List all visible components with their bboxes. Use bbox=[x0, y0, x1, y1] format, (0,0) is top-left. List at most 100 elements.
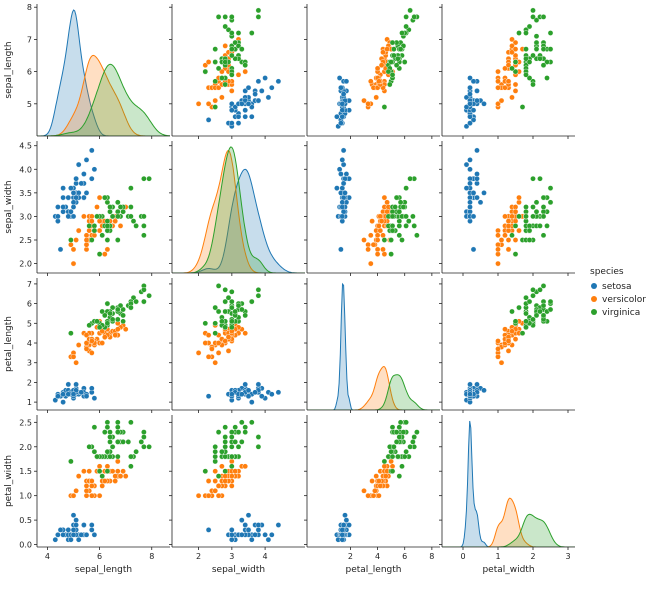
point-virginica bbox=[397, 199, 404, 206]
point-setosa bbox=[336, 166, 343, 173]
point-virginica bbox=[228, 14, 235, 20]
point-setosa bbox=[55, 204, 61, 210]
point-setosa bbox=[339, 213, 346, 220]
panel-sepal_length-vs-petal_length bbox=[304, 4, 440, 139]
point-versicolor bbox=[89, 483, 95, 489]
point-virginica bbox=[255, 292, 262, 299]
point-versicolor bbox=[96, 463, 103, 470]
point-setosa bbox=[481, 387, 487, 394]
point-virginica bbox=[228, 324, 235, 331]
point-virginica bbox=[107, 310, 113, 317]
point-virginica bbox=[533, 39, 540, 46]
point-virginica bbox=[212, 78, 218, 85]
point-versicolor bbox=[89, 213, 95, 220]
point-virginica bbox=[91, 223, 98, 229]
point-virginica bbox=[540, 232, 547, 239]
point-versicolor bbox=[115, 468, 121, 475]
point-virginica bbox=[212, 104, 218, 110]
point-versicolor bbox=[495, 251, 501, 257]
point-virginica bbox=[130, 294, 137, 301]
point-virginica bbox=[523, 30, 529, 36]
point-setosa bbox=[248, 113, 255, 120]
point-virginica bbox=[104, 199, 111, 206]
kde-virginica-petal_length bbox=[307, 374, 440, 410]
point-virginica bbox=[512, 318, 519, 325]
point-virginica bbox=[547, 306, 554, 313]
point-versicolor bbox=[516, 227, 522, 234]
point-virginica bbox=[547, 199, 554, 206]
panel-sepal_width-vs-petal_width bbox=[439, 141, 575, 276]
point-virginica bbox=[104, 419, 111, 426]
point-virginica bbox=[212, 448, 218, 455]
point-setosa bbox=[89, 522, 95, 528]
point-virginica bbox=[86, 223, 92, 229]
point-setosa bbox=[467, 199, 473, 206]
point-virginica bbox=[91, 448, 98, 455]
y-tick-label: 2.5 bbox=[19, 236, 32, 245]
point-virginica bbox=[523, 55, 529, 62]
point-setosa bbox=[65, 381, 72, 388]
point-virginica bbox=[115, 213, 121, 220]
y-tick-label: 2.0 bbox=[19, 260, 32, 269]
point-versicolor bbox=[86, 468, 92, 475]
point-setosa bbox=[73, 175, 79, 182]
point-versicolor bbox=[377, 227, 384, 234]
point-virginica bbox=[107, 453, 113, 460]
point-virginica bbox=[526, 59, 533, 65]
panel-sepal_width-vs-sepal_width bbox=[169, 141, 305, 276]
point-setosa bbox=[255, 97, 262, 104]
point-virginica bbox=[397, 419, 404, 426]
point-virginica bbox=[107, 429, 113, 435]
point-versicolor bbox=[195, 492, 202, 499]
point-setosa bbox=[245, 393, 252, 400]
point-setosa bbox=[73, 522, 79, 528]
point-virginica bbox=[235, 30, 242, 36]
panel-sepal_length-vs-petal_width bbox=[439, 4, 575, 139]
point-setosa bbox=[68, 185, 74, 191]
point-versicolor bbox=[498, 97, 505, 104]
point-setosa bbox=[342, 190, 348, 196]
point-setosa bbox=[268, 391, 275, 398]
point-versicolor bbox=[389, 463, 396, 470]
point-versicolor bbox=[83, 487, 90, 494]
y-tick-label: 2 bbox=[27, 378, 32, 387]
point-setosa bbox=[242, 113, 248, 120]
point-versicolor bbox=[502, 213, 508, 220]
point-virginica bbox=[526, 23, 533, 30]
point-setosa bbox=[262, 75, 268, 81]
point-versicolor bbox=[70, 492, 77, 499]
point-versicolor bbox=[509, 213, 515, 220]
point-versicolor bbox=[380, 49, 386, 56]
point-versicolor bbox=[225, 334, 232, 340]
point-versicolor bbox=[83, 246, 90, 253]
point-virginica bbox=[537, 286, 543, 293]
x-tick-label: 6 bbox=[97, 552, 102, 561]
point-setosa bbox=[338, 120, 344, 126]
point-setosa bbox=[60, 208, 66, 215]
point-virginica bbox=[526, 298, 533, 305]
point-virginica bbox=[403, 419, 409, 426]
point-versicolor bbox=[381, 463, 388, 470]
point-virginica bbox=[547, 30, 554, 36]
point-virginica bbox=[228, 46, 235, 52]
point-virginica bbox=[128, 419, 134, 426]
point-virginica bbox=[235, 302, 242, 309]
point-virginica bbox=[68, 330, 74, 337]
point-setosa bbox=[467, 157, 473, 163]
point-setosa bbox=[75, 536, 82, 543]
point-setosa bbox=[228, 532, 235, 538]
point-setosa bbox=[346, 522, 352, 528]
point-versicolor bbox=[228, 473, 235, 479]
point-setosa bbox=[255, 78, 262, 85]
point-virginica bbox=[117, 204, 124, 210]
point-virginica bbox=[228, 318, 235, 325]
point-virginica bbox=[228, 298, 235, 305]
point-versicolor bbox=[215, 483, 222, 489]
point-virginica bbox=[540, 62, 547, 68]
point-setosa bbox=[255, 522, 262, 528]
point-setosa bbox=[70, 204, 77, 210]
point-virginica bbox=[141, 175, 147, 182]
kde-virginica-sepal_width bbox=[172, 146, 305, 273]
point-virginica bbox=[401, 59, 408, 65]
